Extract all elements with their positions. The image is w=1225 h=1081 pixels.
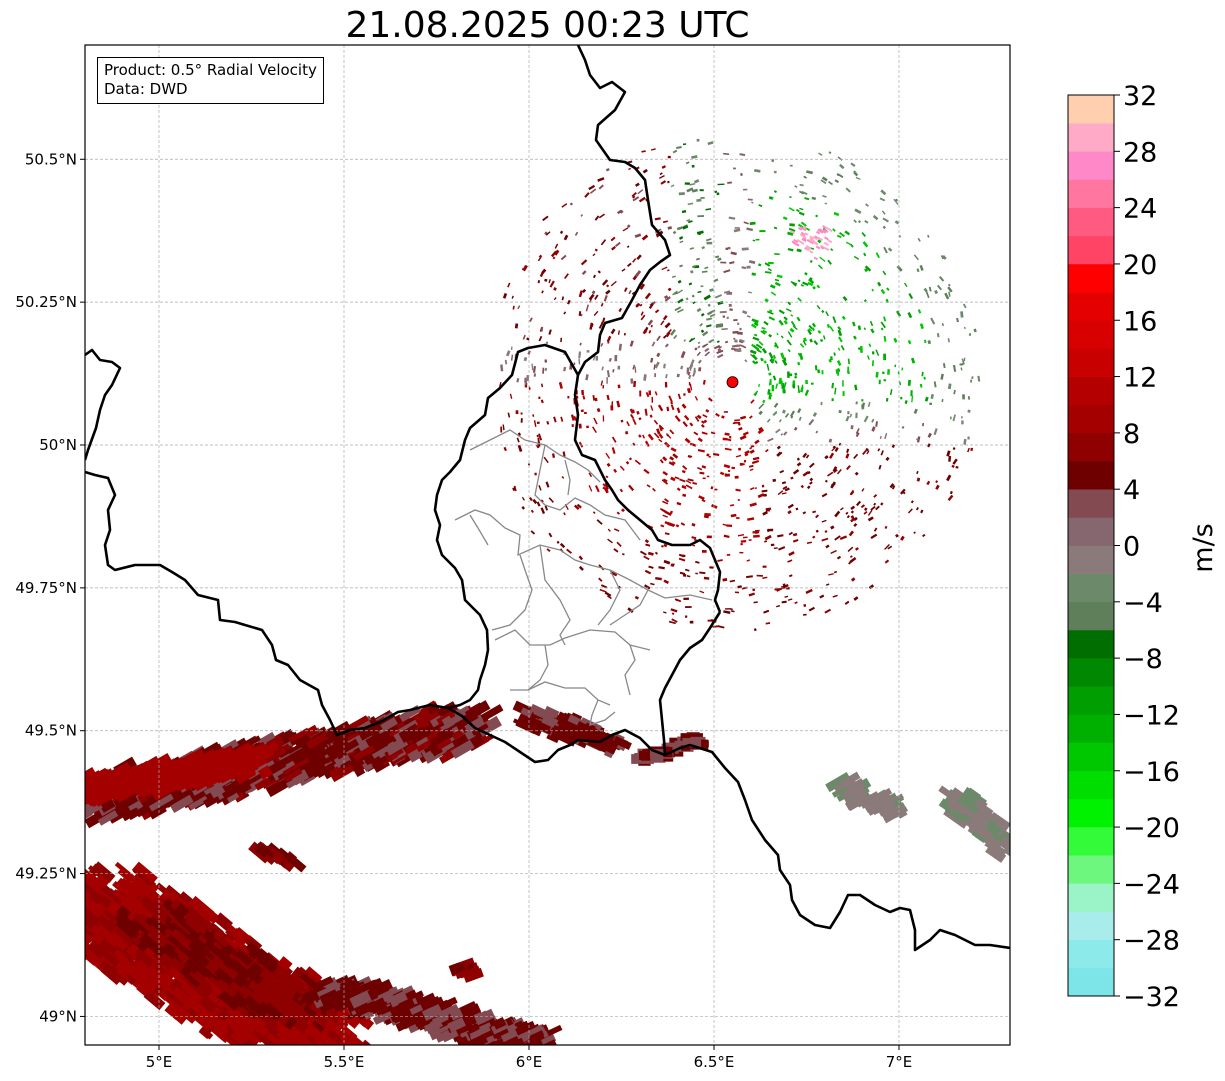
colorbar-swatch xyxy=(1068,432,1114,462)
lon-tick-label: 6.5°E xyxy=(694,1053,735,1071)
info-data-source: Data: DWD xyxy=(104,80,188,98)
colorbar-swatch xyxy=(1068,658,1114,687)
colorbar-swatch xyxy=(1068,883,1114,912)
colorbar-swatch xyxy=(1068,939,1114,969)
lat-tick-label: 49.25°N xyxy=(15,865,77,883)
radar-echoes xyxy=(85,138,1010,1045)
colorbar-swatch xyxy=(1068,714,1114,743)
colorbar-swatch xyxy=(1068,376,1114,406)
colorbar-swatch xyxy=(1068,292,1114,321)
lat-tick-label: 50°N xyxy=(39,436,77,454)
colorbar-tick-label: 16 xyxy=(1123,306,1157,337)
colorbar-swatch xyxy=(1068,320,1114,349)
colorbar-swatch xyxy=(1068,770,1114,800)
colorbar-swatch xyxy=(1068,967,1114,997)
colorbar-swatch xyxy=(1068,601,1114,631)
colorbar-swatch xyxy=(1068,517,1114,546)
colorbar-tick-label: 32 xyxy=(1123,81,1157,112)
colorbar-tick-label: 0 xyxy=(1123,532,1140,563)
colorbar-swatch xyxy=(1068,348,1114,377)
lat-tick-label: 49.75°N xyxy=(15,579,77,597)
lat-tick-label: 49.5°N xyxy=(25,722,77,740)
latitude-tick-labels: 50.5°N 50.25°N 50°N 49.75°N 49.5°N 49.25°N 49°… xyxy=(15,150,85,1025)
map-title: 21.08.2025 00:23 UTC xyxy=(345,5,750,46)
colorbar-swatch xyxy=(1068,263,1114,293)
colorbar-swatch xyxy=(1068,545,1114,574)
radar-site-marker xyxy=(726,376,739,389)
info-product: Product: 0.5° Radial Velocity xyxy=(104,61,317,79)
colorbar-tick-label: 20 xyxy=(1123,250,1157,281)
colorbar-swatch xyxy=(1068,573,1114,603)
plot-frame xyxy=(84,44,1011,1046)
colorbar-swatch xyxy=(1068,461,1114,490)
lat-tick-label: 49°N xyxy=(39,1007,77,1025)
colorbar-tick-label: −24 xyxy=(1123,869,1180,900)
colorbar-swatch xyxy=(1068,742,1114,772)
colorbar-tick-label: −28 xyxy=(1123,926,1180,957)
colorbar-swatch xyxy=(1068,151,1114,180)
colorbar-swatch xyxy=(1068,827,1114,856)
colorbar-unit-label: m/s xyxy=(1188,523,1219,572)
lon-tick-label: 5°E xyxy=(146,1053,173,1071)
lat-tick-label: 50.5°N xyxy=(25,150,77,168)
colorbar-swatch xyxy=(1068,855,1114,884)
longitude-tick-labels: 5°E 5.5°E 6°E 6.5°E 7°E xyxy=(146,1045,913,1071)
gridlines xyxy=(85,45,1010,1045)
colorbar-swatch xyxy=(1068,123,1114,152)
lon-tick-label: 6°E xyxy=(516,1053,543,1071)
colorbar-swatch xyxy=(1068,686,1114,715)
colorbar-tick-label: 12 xyxy=(1123,363,1157,394)
colorbar-swatch xyxy=(1068,207,1114,237)
country-borders xyxy=(85,45,1010,952)
colorbar-swatch xyxy=(1068,629,1114,659)
colorbar-swatch xyxy=(1068,798,1114,828)
colorbar-tick-label: 24 xyxy=(1123,194,1157,225)
colorbar-tick-label: −12 xyxy=(1123,700,1180,731)
colorbar: 32 28 24 20 16 12 8 4 0 −4 −8 −12 −16 −20 −24 −28 −32 xyxy=(1067,81,1180,1013)
colorbar-swatch xyxy=(1068,911,1114,940)
colorbar-tick-label: 8 xyxy=(1123,419,1140,450)
lon-tick-label: 5.5°E xyxy=(324,1053,365,1071)
colorbar-tick-label: −4 xyxy=(1123,588,1163,619)
colorbar-swatch xyxy=(1068,95,1114,124)
colorbar-tick-label: −20 xyxy=(1123,813,1180,844)
lon-tick-label: 7°E xyxy=(886,1053,913,1071)
lat-tick-label: 50.25°N xyxy=(15,293,77,311)
colorbar-tick-label: 28 xyxy=(1123,137,1157,168)
colorbar-swatch xyxy=(1068,489,1114,518)
district-boundaries xyxy=(454,429,713,726)
info-box: Product: 0.5° Radial Velocity Data: DWD xyxy=(97,57,324,104)
colorbar-tick-label: −8 xyxy=(1123,644,1163,675)
colorbar-swatch xyxy=(1068,404,1114,434)
colorbar-swatch xyxy=(1068,235,1114,265)
colorbar-tick-label: −32 xyxy=(1123,982,1180,1013)
colorbar-tick-label: −16 xyxy=(1123,757,1180,788)
colorbar-swatch xyxy=(1068,179,1114,208)
colorbar-tick-label: 4 xyxy=(1123,475,1140,506)
